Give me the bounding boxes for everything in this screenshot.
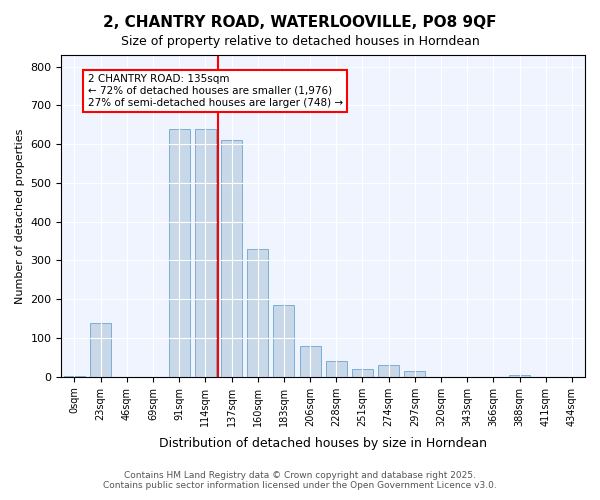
Text: Size of property relative to detached houses in Horndean: Size of property relative to detached ho… [121, 35, 479, 48]
Bar [195, 130, 216, 377]
Bar [274, 305, 295, 377]
X-axis label: Distribution of detached houses by size in Horndean: Distribution of detached houses by size … [159, 437, 487, 450]
Bar [509, 375, 530, 377]
Bar [299, 346, 320, 377]
Bar [247, 249, 268, 377]
Bar [326, 362, 347, 377]
Text: 2, CHANTRY ROAD, WATERLOOVILLE, PO8 9QF: 2, CHANTRY ROAD, WATERLOOVILLE, PO8 9QF [103, 15, 497, 30]
Y-axis label: Number of detached properties: Number of detached properties [15, 128, 25, 304]
Bar [90, 322, 111, 377]
Bar [352, 369, 373, 377]
Text: Contains HM Land Registry data © Crown copyright and database right 2025.
Contai: Contains HM Land Registry data © Crown c… [103, 470, 497, 490]
Text: 2 CHANTRY ROAD: 135sqm
← 72% of detached houses are smaller (1,976)
27% of semi-: 2 CHANTRY ROAD: 135sqm ← 72% of detached… [88, 74, 343, 108]
Bar [169, 128, 190, 377]
Bar [404, 371, 425, 377]
Bar [221, 140, 242, 377]
Bar [378, 365, 399, 377]
Bar [64, 376, 85, 377]
